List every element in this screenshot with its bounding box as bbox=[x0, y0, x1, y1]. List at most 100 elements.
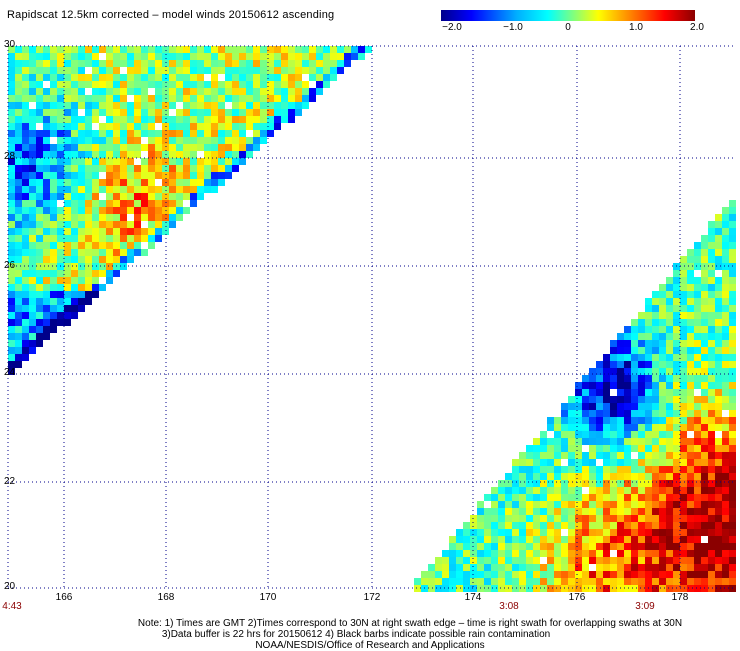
swath-pixel bbox=[78, 263, 85, 270]
swath-pixel bbox=[29, 284, 36, 291]
swath-pixel bbox=[603, 417, 610, 424]
swath-pixel bbox=[169, 144, 176, 151]
swath-pixel bbox=[141, 60, 148, 67]
swath-pixel bbox=[134, 109, 141, 116]
swath-pixel bbox=[43, 221, 50, 228]
swath-pixel bbox=[722, 277, 729, 284]
swath-pixel bbox=[729, 235, 736, 242]
swath-pixel bbox=[729, 270, 736, 277]
swath-pixel bbox=[134, 81, 141, 88]
swath-pixel bbox=[729, 354, 736, 361]
swath-pixel bbox=[64, 214, 71, 221]
swath-pixel bbox=[141, 67, 148, 74]
swath-pixel bbox=[211, 95, 218, 102]
swath-pixel bbox=[92, 109, 99, 116]
swath-pixel bbox=[57, 319, 64, 326]
swath-pixel bbox=[624, 431, 631, 438]
swath-pixel bbox=[533, 445, 540, 452]
swath-pixel bbox=[568, 529, 575, 536]
swath-pixel bbox=[715, 305, 722, 312]
swath-pixel bbox=[15, 144, 22, 151]
swath-pixel bbox=[638, 459, 645, 466]
swath-pixel bbox=[50, 263, 57, 270]
swath-pixel bbox=[645, 347, 652, 354]
swath-pixel bbox=[456, 557, 463, 564]
swath-pixel bbox=[449, 557, 456, 564]
swath-pixel bbox=[589, 557, 596, 564]
swath-pixel bbox=[225, 74, 232, 81]
swath-pixel bbox=[519, 522, 526, 529]
swath-pixel bbox=[722, 340, 729, 347]
swath-pixel bbox=[232, 123, 239, 130]
swath-pixel bbox=[645, 305, 652, 312]
swath-pixel bbox=[701, 312, 708, 319]
swath-pixel bbox=[729, 410, 736, 417]
swath-pixel bbox=[127, 186, 134, 193]
swath-pixel bbox=[715, 487, 722, 494]
swath-pixel bbox=[183, 53, 190, 60]
swath-pixel bbox=[666, 396, 673, 403]
swath-pixel bbox=[239, 88, 246, 95]
swath-pixel bbox=[36, 137, 43, 144]
swath-pixel bbox=[519, 557, 526, 564]
swath-pixel bbox=[701, 403, 708, 410]
swath-pixel bbox=[148, 102, 155, 109]
swath-pixel bbox=[687, 319, 694, 326]
swath-pixel bbox=[99, 151, 106, 158]
swath-pixel bbox=[729, 319, 736, 326]
swath-pixel bbox=[568, 585, 575, 592]
swath-pixel bbox=[22, 95, 29, 102]
swath-pixel bbox=[22, 263, 29, 270]
swath-pixel bbox=[484, 550, 491, 557]
swath-pixel bbox=[673, 466, 680, 473]
swath-pixel bbox=[694, 312, 701, 319]
swath-pixel bbox=[722, 375, 729, 382]
swath-pixel bbox=[190, 60, 197, 67]
swath-pixel bbox=[141, 193, 148, 200]
swath-pixel bbox=[29, 67, 36, 74]
swath-pixel bbox=[15, 200, 22, 207]
swath-pixel bbox=[540, 543, 547, 550]
swath-pixel bbox=[694, 284, 701, 291]
swath-pixel bbox=[106, 256, 113, 263]
swath-pixel bbox=[575, 396, 582, 403]
swath-pixel bbox=[540, 494, 547, 501]
swath-pixel bbox=[414, 585, 421, 592]
swath-pixel bbox=[22, 228, 29, 235]
swath-pixel bbox=[36, 291, 43, 298]
swath-pixel bbox=[71, 60, 78, 67]
swath-pixel bbox=[512, 494, 519, 501]
swath-pixel bbox=[29, 347, 36, 354]
swath-pixel bbox=[540, 473, 547, 480]
swath-pixel bbox=[708, 263, 715, 270]
swath-pixel bbox=[701, 298, 708, 305]
swath-pixel bbox=[631, 354, 638, 361]
swath-pixel bbox=[106, 116, 113, 123]
swath-pixel bbox=[652, 466, 659, 473]
swath-pixel bbox=[197, 158, 204, 165]
swath-pixel bbox=[29, 151, 36, 158]
swath-pixel bbox=[197, 116, 204, 123]
swath-pixel bbox=[652, 361, 659, 368]
swath-pixel bbox=[589, 529, 596, 536]
swath-pixel bbox=[596, 410, 603, 417]
swath-pixel bbox=[729, 557, 736, 564]
swath-pixel bbox=[127, 116, 134, 123]
swath-pixel bbox=[491, 508, 498, 515]
swath-pixel bbox=[575, 508, 582, 515]
swath-pixel bbox=[589, 375, 596, 382]
swath-pixel bbox=[260, 116, 267, 123]
swath-pixel bbox=[204, 116, 211, 123]
swath-pixel bbox=[715, 557, 722, 564]
swath-pixel bbox=[218, 67, 225, 74]
swath-pixel bbox=[645, 550, 652, 557]
swath-pixel bbox=[43, 95, 50, 102]
swath-pixel bbox=[694, 340, 701, 347]
swath-pixel bbox=[232, 74, 239, 81]
swath-pixel bbox=[253, 88, 260, 95]
swath-pixel bbox=[722, 333, 729, 340]
swath-pixel bbox=[15, 137, 22, 144]
swath-pixel bbox=[274, 53, 281, 60]
swath-pixel bbox=[540, 480, 547, 487]
swath-pixel bbox=[85, 249, 92, 256]
